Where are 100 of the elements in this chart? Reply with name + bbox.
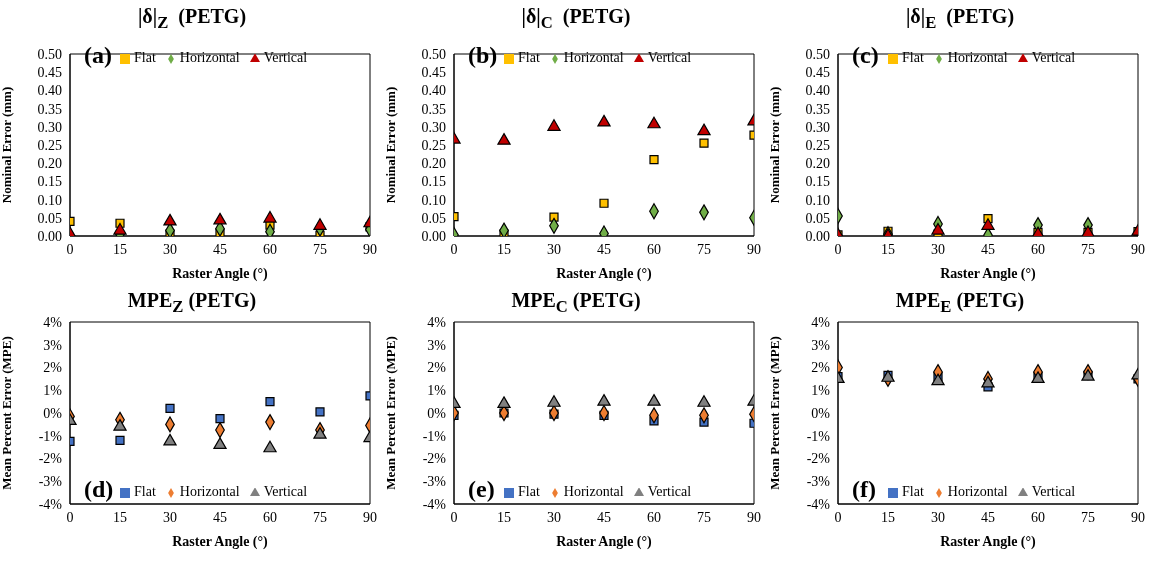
x-tick-label: 30 [931, 509, 945, 525]
x-axis-title: Raster Angle (°) [172, 266, 269, 282]
y-tick-label: -2% [806, 451, 831, 467]
x-tick-label: 75 [697, 241, 711, 257]
legend-label: Vertical [647, 484, 692, 499]
legend-label: Vertical [647, 50, 692, 65]
annotation: (b) [468, 42, 498, 69]
legend-label: Flat [134, 50, 156, 65]
legend-label: Horizontal [179, 484, 240, 499]
y-tick-label: 2% [43, 360, 63, 376]
legend-label: Flat [902, 50, 924, 65]
y-tick-label: -2% [422, 451, 447, 467]
x-tick-label: 90 [747, 241, 761, 257]
y-axis-title: Nominal Error (mm) [382, 86, 398, 204]
y-tick-label: 0.50 [421, 46, 446, 62]
y-tick-label: 0.10 [421, 192, 446, 208]
y-tick-label: -3% [806, 474, 831, 490]
legend-label: Vertical [263, 50, 308, 65]
annotation: (d) [84, 476, 114, 503]
y-tick-label: 0.15 [421, 174, 446, 190]
x-tick-label: 75 [1081, 241, 1095, 257]
y-tick-label: -2% [38, 451, 63, 467]
y-tick-label: -3% [422, 474, 447, 490]
legend-label: Vertical [263, 484, 308, 499]
x-tick-label: 75 [313, 241, 327, 257]
legend-label: Horizontal [947, 484, 1008, 499]
x-tick-label: 90 [747, 509, 761, 525]
y-tick-label: 3% [427, 337, 447, 353]
x-tick-label: 60 [1031, 241, 1045, 257]
y-tick-label: 0.05 [421, 210, 446, 226]
y-tick-label: 0.35 [37, 101, 62, 117]
x-tick-label: 90 [363, 241, 377, 257]
x-tick-label: 30 [547, 509, 561, 525]
x-axis-title: Raster Angle (°) [172, 534, 269, 550]
x-axis-title: Raster Angle (°) [556, 266, 653, 282]
chart-title: MPE$_{Z}$ (PETG) [126, 288, 258, 316]
x-axis-title: Raster Angle (°) [940, 266, 1037, 282]
y-tick-label: 4% [43, 314, 63, 330]
x-tick-label: 0 [450, 509, 458, 525]
x-tick-label: 15 [113, 241, 127, 257]
y-tick-label: -1% [38, 428, 63, 444]
legend-label: Horizontal [563, 50, 624, 65]
x-tick-label: 0 [834, 509, 842, 525]
y-tick-label: 0% [811, 405, 831, 421]
annotation: (a) [84, 42, 112, 69]
x-tick-label: 0 [66, 509, 74, 525]
annotation: (e) [468, 476, 495, 503]
legend-label: Vertical [1031, 50, 1076, 65]
x-tick-label: 90 [1131, 509, 1145, 525]
x-tick-label: 60 [647, 241, 661, 257]
y-tick-label: 0.30 [805, 119, 830, 135]
chart-title: |δ|$_{Z}$ (PETG) [136, 4, 248, 32]
x-tick-label: 30 [163, 509, 177, 525]
y-tick-label: -4% [806, 496, 831, 512]
x-tick-label: 90 [1131, 241, 1145, 257]
x-tick-label: 75 [697, 509, 711, 525]
y-tick-label: 0.20 [37, 156, 62, 172]
y-tick-label: 0.35 [421, 101, 446, 117]
y-tick-label: 0.20 [421, 156, 446, 172]
y-axis-title: Nominal Error (mm) [0, 86, 14, 204]
y-tick-label: 0.45 [421, 65, 446, 81]
legend-label: Flat [518, 50, 540, 65]
y-tick-label: 0.25 [37, 137, 62, 153]
y-tick-label: 1% [427, 383, 447, 399]
x-tick-label: 0 [834, 241, 842, 257]
legend-label: Vertical [1031, 484, 1076, 499]
y-axis-title: Mean Percent Error (MPE) [382, 336, 398, 490]
x-tick-label: 45 [597, 509, 611, 525]
y-tick-label: -1% [422, 428, 447, 444]
y-tick-label: 0.50 [805, 46, 830, 62]
y-tick-label: 0.45 [37, 65, 62, 81]
y-tick-label: 0.10 [805, 192, 830, 208]
y-tick-label: -4% [38, 496, 63, 512]
y-tick-label: 2% [427, 360, 447, 376]
y-tick-label: 0.05 [805, 210, 830, 226]
y-tick-label: 0.25 [805, 137, 830, 153]
x-tick-label: 45 [213, 241, 227, 257]
y-tick-label: 2% [811, 360, 831, 376]
legend-label: Flat [902, 484, 924, 499]
legend-label: Horizontal [179, 50, 240, 65]
y-tick-label: 0.00 [421, 228, 446, 244]
x-tick-label: 15 [113, 509, 127, 525]
x-tick-label: 60 [647, 509, 661, 525]
x-tick-label: 45 [981, 509, 995, 525]
x-tick-label: 75 [313, 509, 327, 525]
y-tick-label: -4% [422, 496, 447, 512]
y-tick-label: 0.05 [37, 210, 62, 226]
y-tick-label: 0% [427, 405, 447, 421]
chart-title: MPE$_{C}$ (PETG) [510, 288, 642, 316]
chart-title: |δ|$_{C}$ (PETG) [520, 4, 632, 32]
x-tick-label: 0 [450, 241, 458, 257]
y-tick-label: -3% [38, 474, 63, 490]
y-tick-label: 0.45 [805, 65, 830, 81]
y-tick-label: 0.25 [421, 137, 446, 153]
y-axis-title: Mean Percent Error (MPE) [0, 336, 14, 490]
x-tick-label: 15 [497, 509, 511, 525]
x-tick-label: 45 [981, 241, 995, 257]
x-tick-label: 90 [363, 509, 377, 525]
x-tick-label: 0 [66, 241, 74, 257]
y-tick-label: 0.30 [421, 119, 446, 135]
